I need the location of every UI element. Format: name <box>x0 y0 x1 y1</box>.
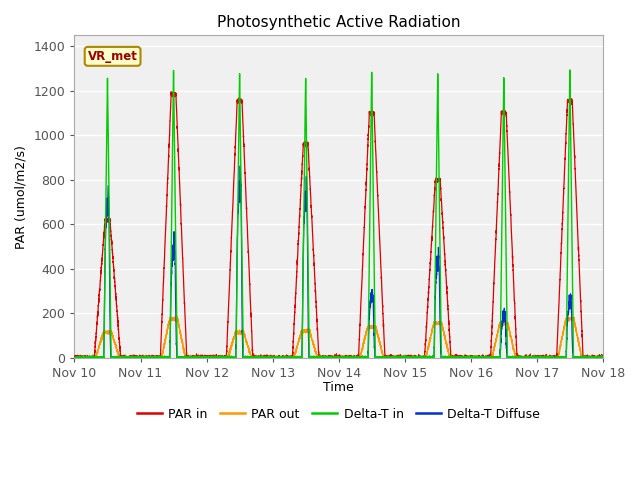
Title: Photosynthetic Active Radiation: Photosynthetic Active Radiation <box>217 15 460 30</box>
Legend: PAR in, PAR out, Delta-T in, Delta-T Diffuse: PAR in, PAR out, Delta-T in, Delta-T Dif… <box>132 403 545 426</box>
X-axis label: Time: Time <box>323 381 354 394</box>
Y-axis label: PAR (umol/m2/s): PAR (umol/m2/s) <box>15 144 28 249</box>
Text: VR_met: VR_met <box>88 50 138 63</box>
